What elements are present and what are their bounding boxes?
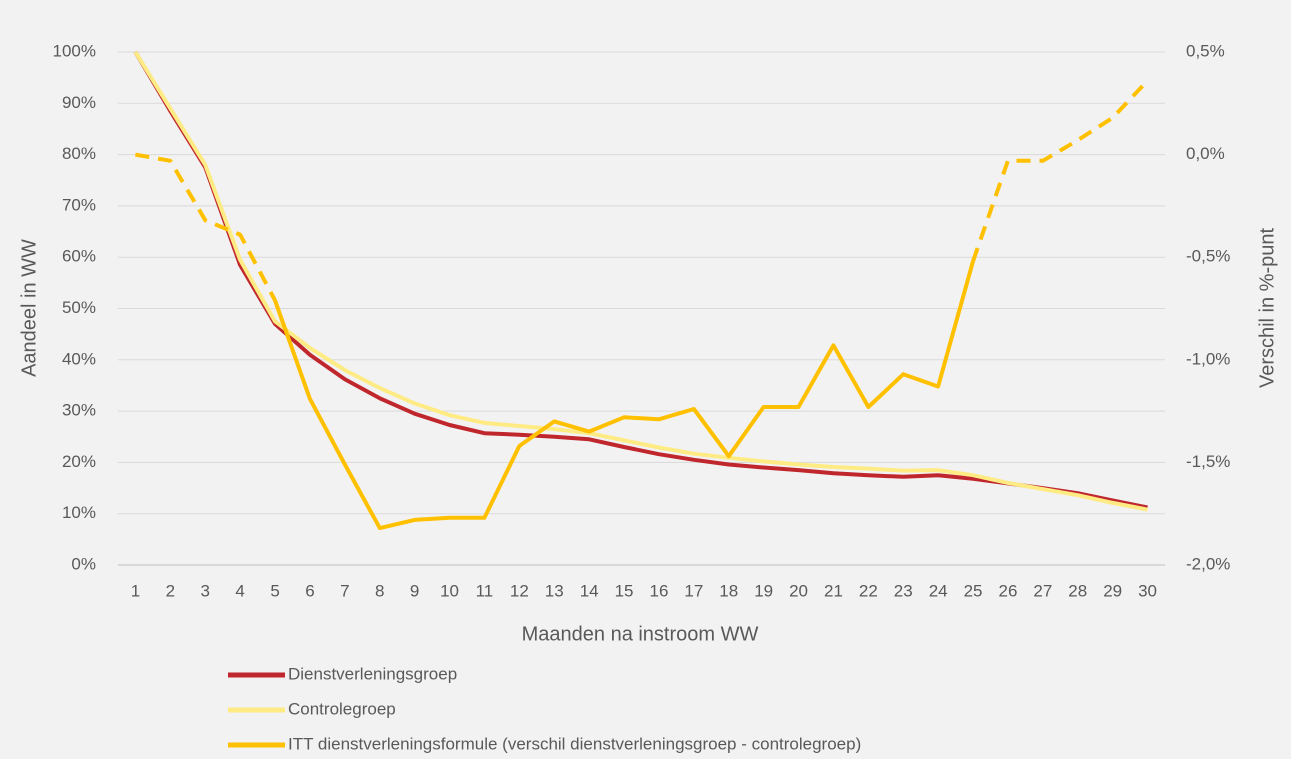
y-tick-label: 60% [62, 247, 96, 266]
y-tick-label: 70% [62, 195, 96, 214]
y-tick-label: 0% [71, 554, 96, 573]
x-tick-label: 12 [510, 581, 529, 600]
x-tick-label: 17 [684, 581, 703, 600]
y-tick-label: 50% [62, 298, 96, 317]
x-tick-label: 20 [789, 581, 808, 600]
x-tick-label: 6 [305, 581, 314, 600]
legend-label: Controlegroep [288, 699, 396, 718]
x-tick-label: 5 [270, 581, 279, 600]
x-tick-label: 16 [649, 581, 668, 600]
y2-tick-label: 0,0% [1186, 144, 1225, 163]
line [971, 79, 1149, 262]
line [133, 50, 1148, 510]
line [133, 50, 1148, 512]
y-axis-title: Aandeel in WW [18, 239, 40, 377]
y-tick-label: 80% [62, 144, 96, 163]
x-tick-label: 11 [476, 581, 494, 600]
x-tick-label: 2 [166, 581, 175, 600]
line [273, 260, 975, 531]
x-axis-title: Maanden na instroom WW [522, 623, 759, 645]
x-tick-label: 14 [580, 581, 599, 600]
x-tick-label: 9 [410, 581, 419, 600]
x-tick-label: 28 [1068, 581, 1087, 600]
legend-label: Dienstverleningsgroep [288, 664, 457, 683]
y-tick-label: 100% [53, 41, 96, 60]
y-tick-label: 20% [62, 452, 96, 471]
x-tick-label: 26 [998, 581, 1017, 600]
x-tick-label: 19 [754, 581, 773, 600]
x-tick-label: 23 [894, 581, 913, 600]
y-tick-label: 10% [62, 503, 96, 522]
x-tick-label: 22 [859, 581, 878, 600]
y2-tick-label: -1,0% [1186, 349, 1230, 368]
y-tick-label: 30% [62, 401, 96, 420]
y2-tick-label: 0,5% [1186, 41, 1225, 60]
x-tick-label: 30 [1138, 581, 1157, 600]
x-tick-label: 24 [929, 581, 948, 600]
y-tick-label: 90% [62, 93, 96, 112]
y2-tick-label: -2,0% [1186, 554, 1230, 573]
y-tick-label: 40% [62, 349, 96, 368]
x-tick-label: 10 [440, 581, 459, 600]
x-tick-label: 21 [824, 581, 843, 600]
legend-label: ITT dienstverleningsformule (verschil di… [288, 734, 861, 753]
x-tick-label: 25 [964, 581, 983, 600]
x-tick-label: 13 [545, 581, 564, 600]
x-tick-label: 4 [235, 581, 244, 600]
y2-axis-title: Verschil in %-punt [1256, 228, 1278, 389]
line [135, 152, 277, 302]
x-tick-label: 1 [131, 581, 140, 600]
x-tick-label: 3 [201, 581, 210, 600]
x-tick-label: 15 [615, 581, 634, 600]
y2-tick-label: -0,5% [1186, 247, 1230, 266]
x-tick-label: 8 [375, 581, 384, 600]
x-tick-label: 29 [1103, 581, 1122, 600]
x-tick-label: 7 [340, 581, 349, 600]
x-tick-label: 27 [1033, 581, 1052, 600]
y2-tick-label: -1,5% [1186, 452, 1230, 471]
x-tick-label: 18 [719, 581, 738, 600]
